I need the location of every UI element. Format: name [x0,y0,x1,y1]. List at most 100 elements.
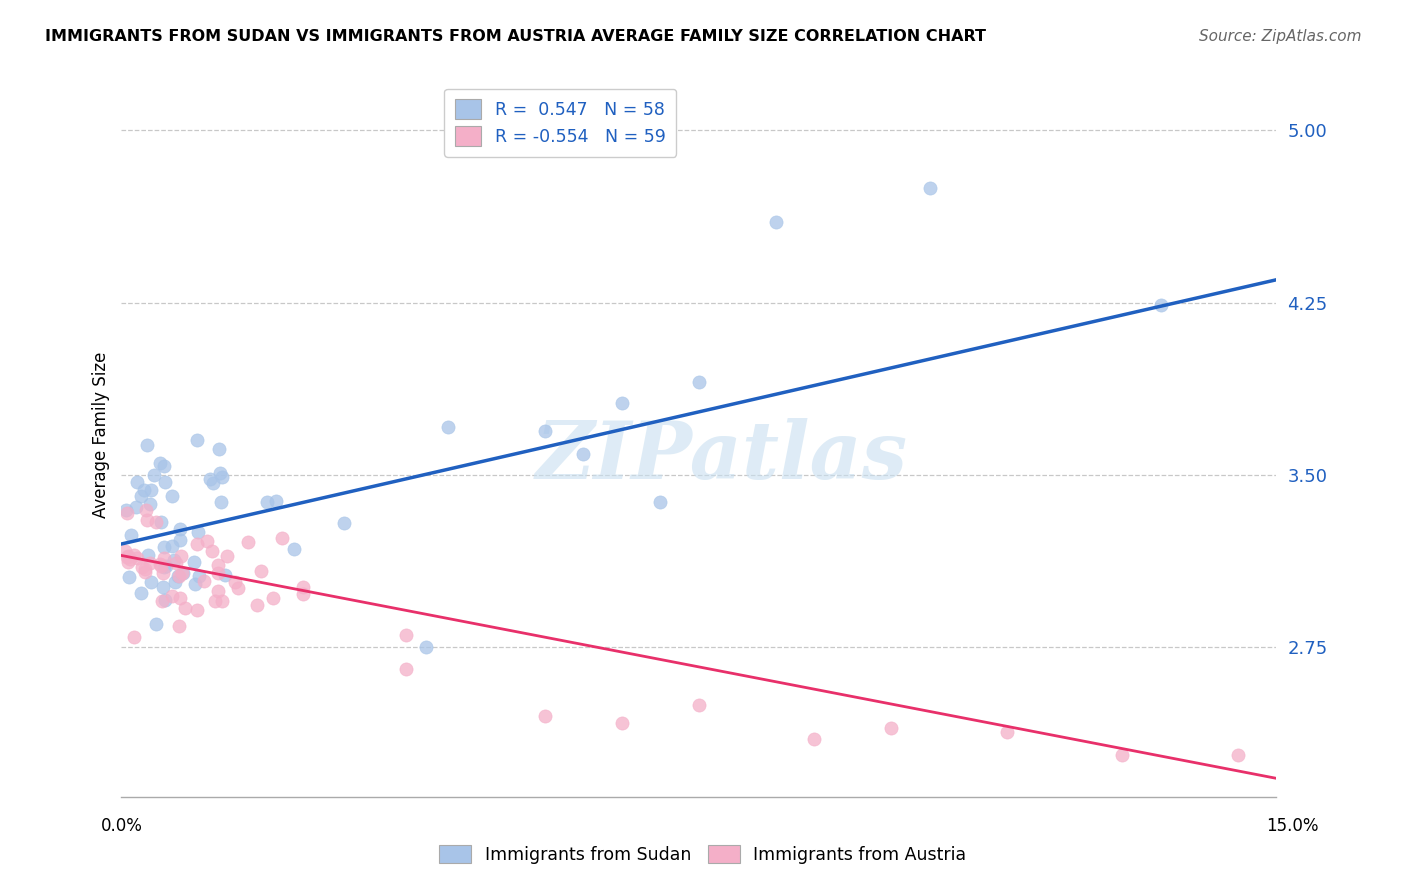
Point [118,570,141,584]
Point [174,601,197,615]
Point [186,434,208,448]
Point [125,500,148,515]
Point [131,490,153,504]
Point [136,548,159,562]
Point [207,558,229,572]
Point [436,419,458,434]
Point [135,513,157,527]
Point [200,472,222,486]
Point [167,619,190,633]
Point [165,574,187,589]
Point [135,503,157,517]
Point [995,725,1018,739]
Point [395,627,418,641]
Point [211,469,233,483]
Point [117,549,139,563]
Point [153,458,176,473]
Point [236,535,259,549]
Point [1111,748,1133,763]
Point [153,475,176,490]
Point [292,580,315,594]
Point [149,557,172,571]
Point [688,698,710,712]
Point [610,396,633,410]
Point [610,716,633,731]
Point [136,438,159,452]
Point [129,586,152,600]
Point [201,544,224,558]
Point [155,593,177,607]
Point [1226,748,1249,763]
Point [152,560,174,574]
Point [193,574,215,589]
Point [139,483,162,497]
Point [415,640,437,655]
Point [167,569,190,583]
Point [186,603,208,617]
Point [207,566,229,581]
Point [650,495,672,509]
Point [246,599,269,613]
Point [209,495,232,509]
Point [165,557,187,571]
Point [207,583,229,598]
Point [115,549,138,564]
Point [271,531,294,545]
Point [572,447,595,461]
Point [395,662,418,676]
Text: ZIPatlas: ZIPatlas [536,417,908,495]
Point [163,553,186,567]
Point [292,587,315,601]
Point [131,559,153,574]
Point [688,376,710,390]
Point [125,475,148,489]
Point [765,215,787,229]
Point [215,549,238,563]
Point [153,550,176,565]
Point [120,528,142,542]
Point [226,581,249,595]
Point [152,566,174,580]
Point [209,467,232,481]
Point [183,576,205,591]
Point [118,552,141,566]
Point [880,721,903,735]
Point [534,425,557,439]
Point [169,533,191,548]
Point [115,503,138,517]
Point [141,575,163,590]
Point [122,548,145,562]
Point [145,616,167,631]
Point [172,566,194,580]
Point [169,591,191,605]
Point [534,709,557,723]
Point [145,515,167,529]
Point [224,574,246,589]
Point [134,566,156,580]
Point [139,497,162,511]
Point [918,181,941,195]
Point [153,540,176,554]
Point [150,558,173,573]
Point [115,506,138,520]
Point [134,562,156,576]
Point [283,542,305,557]
Point [202,475,225,490]
Point [1150,298,1173,312]
Point [117,555,139,569]
Point [132,483,155,498]
Point [152,580,174,594]
Point [169,549,191,563]
Point [142,467,165,482]
Point [155,558,177,573]
Point [204,593,226,607]
Point [183,555,205,569]
Point [187,524,209,539]
Point [162,589,184,603]
Text: IMMIGRANTS FROM SUDAN VS IMMIGRANTS FROM AUSTRIA AVERAGE FAMILY SIZE CORRELATION: IMMIGRANTS FROM SUDAN VS IMMIGRANTS FROM… [45,29,986,44]
Point [332,516,354,531]
Point [127,551,149,566]
Point [162,539,184,553]
Point [803,732,825,747]
Point [122,630,145,644]
